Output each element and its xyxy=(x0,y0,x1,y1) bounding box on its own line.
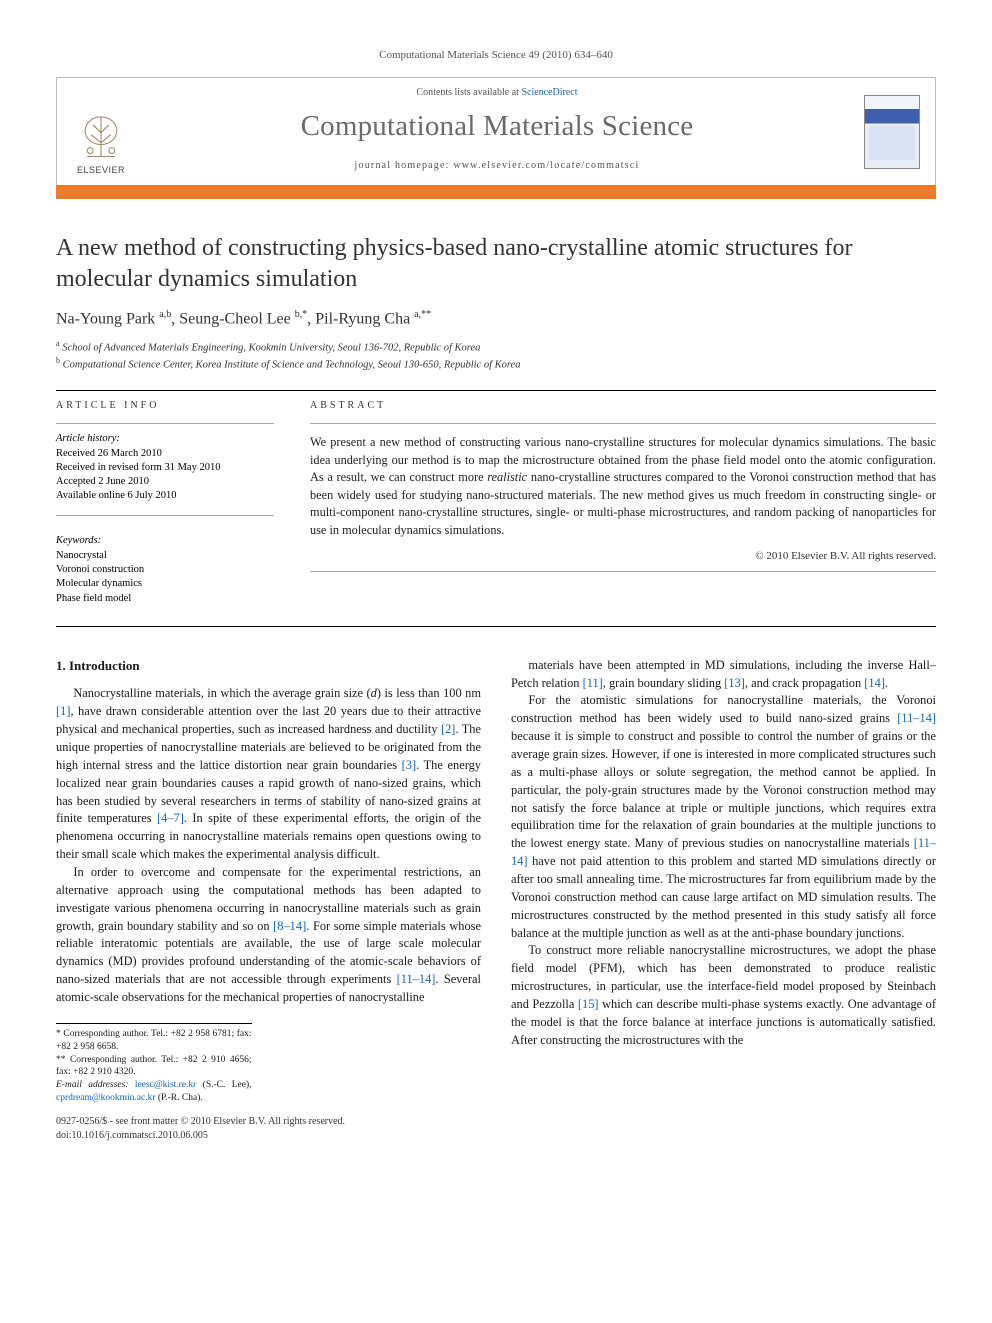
homepage-url: www.elsevier.com/locate/commatsci xyxy=(453,160,639,171)
thin-rule xyxy=(56,423,274,424)
keywords-list: NanocrystalVoronoi constructionMolecular… xyxy=(56,549,274,606)
journal-cover-thumb xyxy=(849,78,935,185)
doi-line: doi:10.1016/j.commatsci.2010.06.005 xyxy=(56,1129,345,1143)
publisher-logo: ELSEVIER xyxy=(57,78,145,185)
email-link-2[interactable]: cprdream@kookmin.ac.kr xyxy=(56,1093,156,1103)
section-rule xyxy=(56,390,936,391)
journal-header: ELSEVIER Contents lists available at Sci… xyxy=(56,77,936,186)
front-matter-line: 0927-0256/$ - see front matter © 2010 El… xyxy=(56,1115,345,1129)
abstract-copyright: © 2010 Elsevier B.V. All rights reserved… xyxy=(310,549,936,564)
corr-author-1: * Corresponding author. Tel.: +82 2 958 … xyxy=(56,1028,252,1054)
emails-line: E-mail addresses: leesc@kist.re.kr (S.-C… xyxy=(56,1079,252,1105)
email-link-1[interactable]: leesc@kist.re.kr xyxy=(135,1080,197,1090)
abstract-text: We present a new method of constructing … xyxy=(310,434,936,539)
author-list: Na-Young Park a,b, Seung-Cheol Lee b,*, … xyxy=(56,308,936,331)
history-lines: Received 26 March 2010Received in revise… xyxy=(56,447,274,504)
journal-homepage: journal homepage: www.elsevier.com/locat… xyxy=(155,159,839,173)
publisher-name: ELSEVIER xyxy=(77,164,125,177)
article-info: ARTICLE INFO Article history: Received 2… xyxy=(56,399,274,605)
body-para: To construct more reliable nanocrystalli… xyxy=(511,942,936,1049)
homepage-prefix: journal homepage: xyxy=(355,160,454,171)
journal-title: Computational Materials Science xyxy=(155,106,839,147)
body-para: In order to overcome and compensate for … xyxy=(56,864,481,1007)
paper-title: A new method of constructing physics-bas… xyxy=(56,233,936,294)
page-footer: 0927-0256/$ - see front matter © 2010 El… xyxy=(56,1115,936,1143)
contents-available: Contents lists available at ScienceDirec… xyxy=(155,86,839,100)
affiliations: a School of Advanced Materials Engineeri… xyxy=(56,339,936,372)
body-columns: 1. Introduction Nanocrystalline material… xyxy=(56,657,936,1105)
body-para: Nanocrystalline materials, in which the … xyxy=(56,685,481,864)
abstract-heading: ABSTRACT xyxy=(310,399,936,413)
article-info-heading: ARTICLE INFO xyxy=(56,399,274,413)
journal-reference: Computational Materials Science 49 (2010… xyxy=(56,48,936,63)
history-label: Article history: xyxy=(56,432,274,446)
keywords-label: Keywords: xyxy=(56,534,274,549)
thin-rule xyxy=(310,571,936,572)
contents-prefix: Contents lists available at xyxy=(416,87,521,98)
elsevier-tree-icon xyxy=(75,111,127,162)
thin-rule xyxy=(310,423,936,424)
footer-left: 0927-0256/$ - see front matter © 2010 El… xyxy=(56,1115,345,1143)
thin-rule xyxy=(56,515,274,516)
emails-label: E-mail addresses: xyxy=(56,1080,128,1090)
accent-bar xyxy=(56,185,936,199)
corresponding-footnotes: * Corresponding author. Tel.: +82 2 958 … xyxy=(56,1023,252,1105)
sciencedirect-link[interactable]: ScienceDirect xyxy=(521,87,577,98)
abstract-block: ABSTRACT We present a new method of cons… xyxy=(310,399,936,605)
section-rule xyxy=(56,626,936,627)
corr-author-2: ** Corresponding author. Tel.: +82 2 910… xyxy=(56,1054,252,1080)
body-para: materials have been attempted in MD simu… xyxy=(511,657,936,693)
email-who-2: (P.-R. Cha). xyxy=(156,1093,203,1103)
email-who-1: (S.-C. Lee), xyxy=(196,1080,251,1090)
section-1-heading: 1. Introduction xyxy=(56,657,481,676)
body-para: For the atomistic simulations for nanocr… xyxy=(511,692,936,942)
